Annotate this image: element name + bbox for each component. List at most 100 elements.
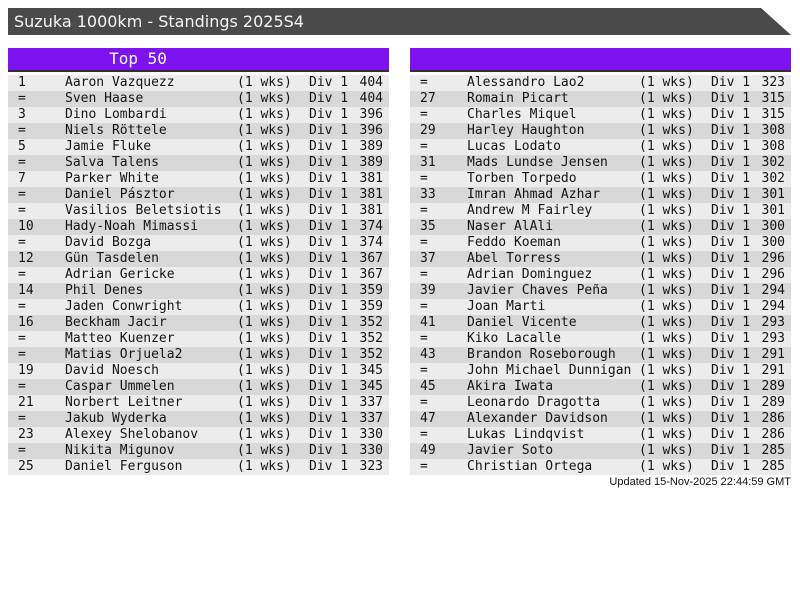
name-cell: Lucas Lodato	[467, 139, 561, 154]
table-header-left: Top 50	[8, 48, 389, 72]
rank-cell: =	[18, 187, 26, 202]
standings-row: = Niels Röttele (1 wks) Div 1 396	[8, 123, 389, 139]
name-cell: Aaron Vazquezz	[65, 75, 175, 90]
name-cell: Niels Röttele	[65, 123, 167, 138]
division-cell: Div 1	[309, 411, 349, 426]
points-cell: 345	[359, 379, 383, 394]
left-rows: 1 Aaron Vazquezz (1 wks) Div 1 404 = Sven Haas…	[8, 75, 389, 475]
standings-row: = Matias Orjuela2 (1 wks) Div 1 352	[8, 347, 389, 363]
name-cell: Matteo Kuenzer	[65, 331, 175, 346]
name-cell: Abel Torress	[467, 251, 561, 266]
name-cell: Mads Lundse Jensen	[467, 155, 608, 170]
weeks-cell: (1 wks)	[639, 123, 694, 138]
division-cell: Div 1	[711, 91, 751, 106]
name-cell: Alexander Davidson	[467, 411, 608, 426]
points-cell: 285	[761, 443, 785, 458]
weeks-cell: (1 wks)	[639, 347, 694, 362]
standings-row: 41 Daniel Vicente (1 wks) Div 1 293	[410, 315, 791, 331]
division-cell: Div 1	[711, 315, 751, 330]
weeks-cell: (1 wks)	[237, 363, 292, 378]
weeks-cell: (1 wks)	[237, 443, 292, 458]
weeks-cell: (1 wks)	[237, 171, 292, 186]
name-cell: Adrian Gericke	[65, 267, 175, 282]
points-cell: 396	[359, 123, 383, 138]
points-cell: 315	[761, 91, 785, 106]
rank-cell: 16	[18, 315, 34, 330]
standings-table-left: Top 50 1 Aaron Vazquezz (1 wks) Div 1 404 = Sv…	[8, 48, 389, 475]
division-cell: Div 1	[309, 427, 349, 442]
standings-row: = Salva Talens (1 wks) Div 1 389	[8, 155, 389, 171]
name-cell: Norbert Leitner	[65, 395, 183, 410]
points-cell: 352	[359, 315, 383, 330]
name-cell: Daniel Vicente	[467, 315, 577, 330]
rank-cell: =	[18, 123, 26, 138]
standings-row: = Jakub Wyderka (1 wks) Div 1 337	[8, 411, 389, 427]
weeks-cell: (1 wks)	[639, 299, 694, 314]
rank-cell: =	[420, 235, 428, 250]
standings-row: 25 Daniel Ferguson (1 wks) Div 1 323	[8, 459, 389, 475]
weeks-cell: (1 wks)	[237, 187, 292, 202]
points-cell: 337	[359, 395, 383, 410]
division-cell: Div 1	[711, 123, 751, 138]
rank-cell: 41	[420, 315, 436, 330]
standings-row: = Feddo Koeman (1 wks) Div 1 300	[410, 235, 791, 251]
standings-row: = Matteo Kuenzer (1 wks) Div 1 352	[8, 331, 389, 347]
rank-cell: =	[420, 171, 428, 186]
division-cell: Div 1	[309, 363, 349, 378]
points-cell: 381	[359, 203, 383, 218]
rank-cell: 27	[420, 91, 436, 106]
weeks-cell: (1 wks)	[237, 235, 292, 250]
right-rows: = Alessandro Lao2 (1 wks) Div 1 323 27 Romain …	[410, 75, 791, 475]
rank-cell: =	[18, 299, 26, 314]
division-cell: Div 1	[711, 107, 751, 122]
standings-row: 43 Brandon Roseborough (1 wks) Div 1 291	[410, 347, 791, 363]
standings-row: 37 Abel Torress (1 wks) Div 1 296	[410, 251, 791, 267]
standings-row: = Caspar Ummelen (1 wks) Div 1 345	[8, 379, 389, 395]
points-cell: 286	[761, 411, 785, 426]
division-cell: Div 1	[309, 139, 349, 154]
rank-cell: =	[420, 459, 428, 474]
weeks-cell: (1 wks)	[639, 363, 694, 378]
weeks-cell: (1 wks)	[639, 235, 694, 250]
points-cell: 345	[359, 363, 383, 378]
division-cell: Div 1	[309, 171, 349, 186]
weeks-cell: (1 wks)	[639, 219, 694, 234]
standings-row: 49 Javier Soto (1 wks) Div 1 285	[410, 443, 791, 459]
standings-row: = Torben Torpedo (1 wks) Div 1 302	[410, 171, 791, 187]
points-cell: 396	[359, 107, 383, 122]
rank-cell: =	[18, 379, 26, 394]
division-cell: Div 1	[309, 347, 349, 362]
name-cell: Nikita Migunov	[65, 443, 175, 458]
standings-row: 1 Aaron Vazquezz (1 wks) Div 1 404	[8, 75, 389, 91]
weeks-cell: (1 wks)	[639, 395, 694, 410]
division-cell: Div 1	[309, 123, 349, 138]
name-cell: Sven Haase	[65, 91, 144, 106]
page-title: Suzuka 1000km - Standings 2025S4	[14, 12, 304, 31]
standings-row: = Jaden Conwright (1 wks) Div 1 359	[8, 299, 389, 315]
division-cell: Div 1	[711, 155, 751, 170]
rank-cell: 23	[18, 427, 34, 442]
rank-cell: =	[420, 427, 428, 442]
rank-cell: 3	[18, 107, 26, 122]
standings-row: = Alessandro Lao2 (1 wks) Div 1 323	[410, 75, 791, 91]
division-cell: Div 1	[711, 363, 751, 378]
points-cell: 323	[359, 459, 383, 474]
rank-cell: =	[18, 203, 26, 218]
standings-row: = Joan Marti (1 wks) Div 1 294	[410, 299, 791, 315]
rank-cell: =	[420, 267, 428, 282]
division-cell: Div 1	[711, 331, 751, 346]
division-cell: Div 1	[711, 139, 751, 154]
rank-cell: 45	[420, 379, 436, 394]
name-cell: Alexey Shelobanov	[65, 427, 199, 442]
rank-cell: 21	[18, 395, 34, 410]
standings-row: = Kiko Lacalle (1 wks) Div 1 293	[410, 331, 791, 347]
points-cell: 374	[359, 219, 383, 234]
rank-cell: 49	[420, 443, 436, 458]
points-cell: 389	[359, 155, 383, 170]
points-cell: 352	[359, 331, 383, 346]
name-cell: Phil Denes	[65, 283, 144, 298]
name-cell: Parker White	[65, 171, 159, 186]
division-cell: Div 1	[309, 379, 349, 394]
points-cell: 389	[359, 139, 383, 154]
division-cell: Div 1	[711, 379, 751, 394]
